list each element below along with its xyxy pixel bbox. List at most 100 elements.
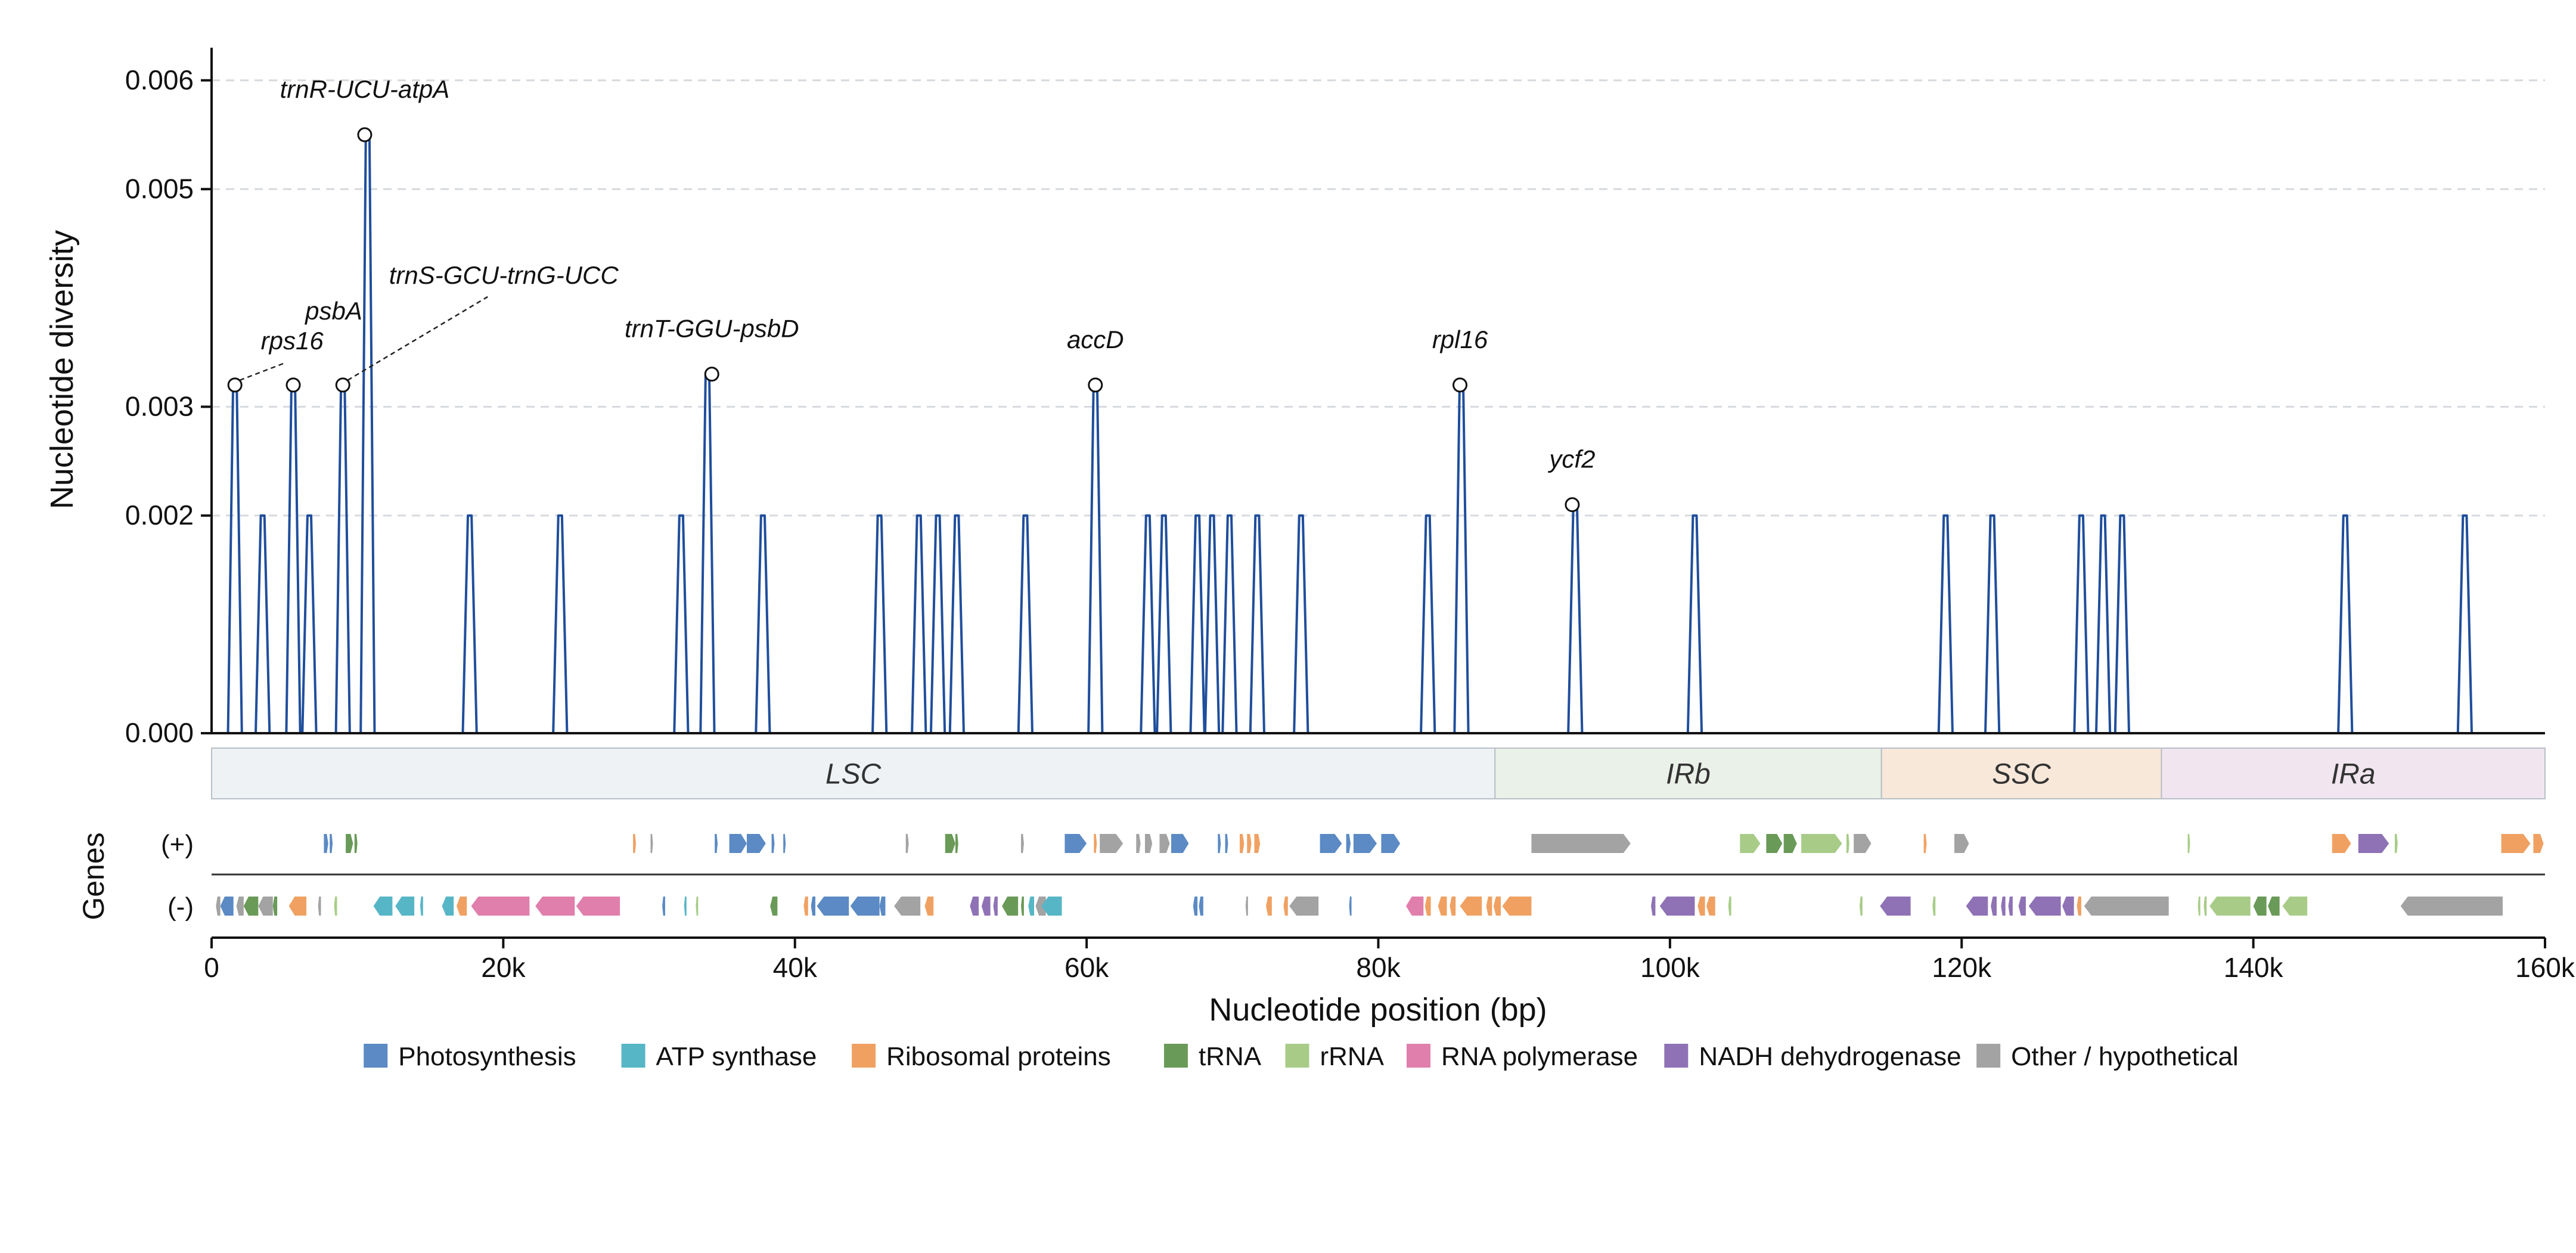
gene-block: [216, 897, 221, 916]
legend-label: RNA polymerase: [1441, 1042, 1638, 1071]
gene-block: [272, 897, 278, 916]
region-box: [2161, 748, 2546, 799]
legend: Photosynthesis ATP synthase Ribosomal prot…: [364, 1042, 2239, 1071]
gene-block: [1021, 834, 1024, 853]
y-axis-label: Nucleotide diversity: [44, 230, 80, 509]
gene-block: [2332, 834, 2351, 853]
gene-block: [1254, 834, 1261, 853]
gene-block: [1651, 897, 1656, 916]
gene-block: [2028, 897, 2061, 916]
gene-block: [1320, 834, 1342, 853]
gene-block: [1136, 834, 1141, 853]
gene-block: [2358, 834, 2389, 853]
gene-block: [1346, 834, 1351, 853]
gene-block: [817, 897, 849, 916]
gene-block: [2501, 834, 2531, 853]
gene-block: [1349, 897, 1352, 916]
x-axis-label: Nucleotide position (bp): [1209, 992, 1547, 1028]
annotation-label: trnR-UCU-atpA: [280, 75, 450, 103]
gene-block: [1932, 897, 1936, 916]
x-tick-label: 80k: [1356, 952, 1401, 983]
gene-block: [1289, 897, 1319, 916]
peak-marker: [285, 377, 301, 393]
gene-block: [1218, 834, 1221, 853]
gene-block: [955, 834, 958, 853]
legend-label: ATP synthase: [656, 1042, 817, 1071]
gene-block: [1245, 897, 1248, 916]
strand-label-plus: (+): [161, 830, 194, 859]
gene-block: [1966, 897, 1988, 916]
annotation-label: psbA: [304, 297, 362, 325]
gene-block: [346, 834, 353, 853]
gene-block: [1486, 897, 1492, 916]
legend-label: Photosynthesis: [398, 1042, 576, 1071]
region-box: [1494, 748, 1882, 799]
region-box: [1880, 748, 2162, 799]
legend-swatch: [621, 1044, 645, 1068]
legend-label: rRNA: [1320, 1042, 1384, 1071]
annotation-leader: [347, 296, 488, 381]
gene-block: [535, 897, 575, 916]
gene-block: [330, 834, 333, 853]
y-tick-label: 0.006: [125, 64, 194, 95]
gene-block: [457, 897, 467, 916]
gene-block: [1697, 897, 1705, 916]
gene-block: [2008, 897, 2013, 916]
gene-block: [1035, 897, 1046, 916]
gene-block: [220, 897, 234, 916]
legend-swatch: [364, 1044, 388, 1068]
gene-block: [243, 897, 259, 916]
genome-regions: LSC IRb SSC IRa: [211, 748, 2546, 799]
gene-block: [576, 897, 620, 916]
gene-block: [2209, 897, 2251, 916]
gene-block: [1954, 834, 1969, 853]
gridlines: [212, 79, 2545, 517]
gene-block: [650, 834, 653, 853]
gene-block: [1193, 897, 1198, 916]
gene-block: [1021, 897, 1024, 916]
gene-block: [471, 897, 530, 916]
gene-block: [696, 897, 699, 916]
peak-marker: [335, 377, 350, 393]
gene-block: [2400, 897, 2503, 916]
gene-block: [1859, 897, 1863, 916]
genes-axis-label: Genes: [77, 832, 110, 920]
gene-block: [1438, 897, 1447, 916]
gene-block: [1854, 834, 1872, 853]
gene-block: [1740, 834, 1761, 853]
gene-block: [1405, 897, 1424, 916]
legend-label: Other / hypothetical: [2011, 1042, 2239, 1071]
region-label: IRa: [2331, 759, 2376, 790]
gene-block: [1728, 897, 1731, 916]
gene-block: [1460, 897, 1482, 916]
gene-block: [1880, 897, 1911, 916]
legend-swatch: [1163, 1044, 1188, 1068]
peak-marker: [1453, 377, 1468, 393]
gene-block: [2062, 897, 2074, 916]
gene-block: [1028, 897, 1035, 916]
annotation-leader: [239, 361, 287, 382]
diversity-line: [212, 134, 2545, 734]
gene-block: [1094, 834, 1097, 853]
gene-block: [1145, 834, 1153, 853]
gene-block: [1923, 834, 1927, 853]
annotation-label: rpl16: [1432, 325, 1488, 353]
annotation-label: accD: [1067, 325, 1124, 353]
gene-block: [771, 834, 775, 853]
gene-block: [1240, 834, 1244, 853]
gene-block: [970, 897, 979, 916]
gene-block: [850, 897, 880, 916]
gene-block: [905, 834, 909, 853]
gene-block: [1002, 897, 1019, 916]
x-tick-label: 20k: [481, 952, 526, 983]
gene-block: [1199, 897, 1203, 916]
gene-block: [334, 897, 337, 916]
gene-block: [2077, 897, 2081, 916]
region-box: [211, 748, 1496, 799]
legend-label: tRNA: [1199, 1042, 1262, 1071]
gene-block: [1381, 834, 1401, 853]
gene-block: [1266, 897, 1272, 916]
legend-swatch: [1664, 1044, 1689, 1068]
gene-block: [1100, 834, 1123, 853]
